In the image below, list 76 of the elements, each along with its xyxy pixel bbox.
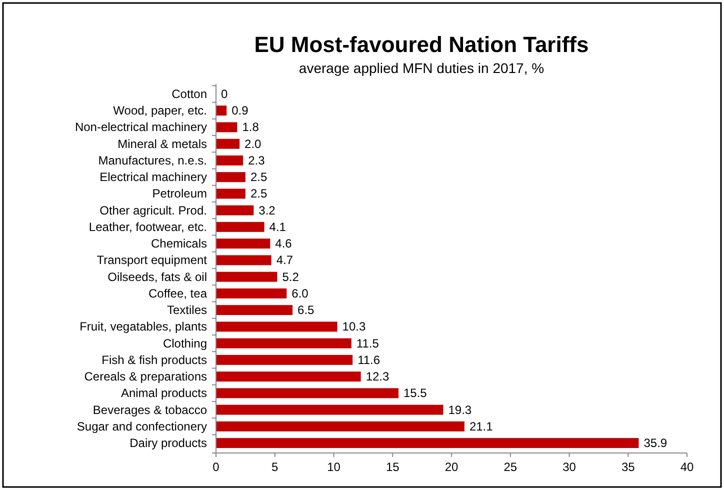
bar [216,438,639,448]
bar [216,106,227,116]
y-tick-label: Animal products [120,386,207,400]
data-label: 2.3 [248,153,266,168]
y-tick-label: Cereals & preparations [84,370,207,384]
data-label: 4.7 [276,253,294,268]
data-label: 2.5 [250,186,268,201]
bar [216,122,238,132]
bar [216,421,464,432]
data-label: 4.6 [275,236,292,251]
data-label: 4.1 [269,220,286,234]
x-tick-label: 30 [562,460,576,474]
y-tick-label: Manufactures, n.e.s. [98,153,207,168]
bar [216,205,254,216]
data-label: 0 [221,86,228,101]
bar [216,338,352,348]
y-tick-label: Mineral & metals [118,136,207,151]
y-tick-label: Coffee, tea [148,286,208,300]
data-label: 6.5 [298,303,315,318]
bar [216,404,444,415]
bar [216,372,361,382]
y-tick-label: Clothing [162,336,207,350]
y-tick-label: Cotton [172,86,207,101]
data-label: 3.2 [258,203,276,218]
bar [216,272,278,282]
y-tick-label: Beverages & tobacco [92,402,208,417]
data-label: 35.9 [644,436,668,450]
data-label: 1.8 [242,120,260,134]
bar [216,288,287,298]
bar [216,238,270,249]
y-tick-label: Other agricult. Prod. [100,203,207,218]
y-tick-label: Chemicals [150,236,207,251]
x-tick-label: 0 [212,460,220,474]
x-tick-label: 5 [272,460,279,474]
data-label: 11.6 [358,352,380,367]
x-tick-label: 40 [680,460,694,474]
y-tick-label: Petroleum [152,186,207,201]
bar [216,155,244,166]
data-label: 15.5 [404,386,428,400]
bar [216,138,240,149]
x-tick-label: 25 [504,460,518,474]
bar [216,305,293,316]
data-label: 11.5 [356,336,380,350]
bar [216,188,246,199]
bar [216,354,353,365]
data-label: 6.0 [292,286,309,300]
data-label: 0.9 [232,104,249,118]
y-tick-label: Fish & fish products [102,352,207,367]
y-tick-label: Leather, footwear, etc. [88,220,207,234]
y-tick-label: Wood, paper, etc. [113,104,207,118]
x-tick-label: 15 [386,460,400,474]
bar [216,222,264,232]
data-label: 5.2 [282,270,300,284]
x-tick-label: 10 [327,460,341,474]
bar [216,322,338,332]
bar [216,388,399,398]
y-tick-label: Transport equipment [96,253,208,268]
bar [216,172,246,182]
data-label: 21.1 [469,419,494,434]
y-tick-label: Dairy products [130,436,207,450]
y-tick-label: Textiles [166,303,207,318]
y-tick-label: Fruit, vegatables, plants [80,320,207,334]
data-label: 19.3 [448,402,472,417]
bar [216,255,272,266]
data-label: 12.3 [366,370,390,384]
y-tick-label: Electrical machinery [100,170,207,184]
x-tick-label: 20 [444,460,458,474]
y-tick-label: Oilseeds, fats & oil [108,270,207,284]
x-tick-label: 35 [621,460,636,474]
data-label: 2.0 [244,136,262,151]
y-tick-label: Sugar and confectionery [76,419,207,434]
chart-subtitle: average applied MFN duties in 2017, % [298,60,544,76]
data-label: 10.3 [342,320,366,334]
y-tick-label: Non-electrical machinery [74,120,207,134]
data-label: 2.5 [250,170,268,184]
chart-title: EU Most-favoured Nation Tariffs [254,32,589,57]
